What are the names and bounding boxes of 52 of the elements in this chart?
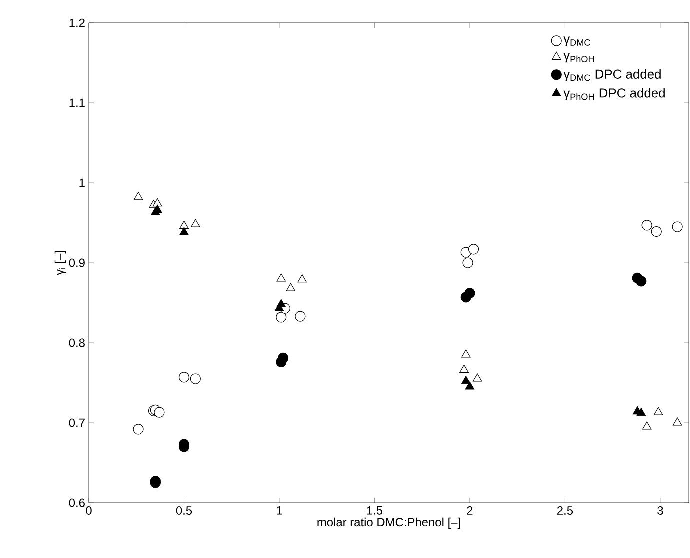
point xyxy=(190,374,201,384)
y-axis-title: γ$_{i}$ [–] xyxy=(54,251,66,276)
y-tick-label: 0.7 xyxy=(69,418,85,428)
point xyxy=(672,222,683,232)
point xyxy=(472,374,482,382)
point xyxy=(462,350,471,358)
x-tick-label: 2.5 xyxy=(557,506,573,515)
point xyxy=(178,372,190,383)
y-tick-label: 0.6 xyxy=(69,498,85,508)
point xyxy=(654,407,664,416)
y-tick-label: 0.8 xyxy=(69,338,85,348)
point xyxy=(152,198,162,207)
point xyxy=(133,424,144,435)
x-tick-label: 1 xyxy=(277,506,282,515)
point xyxy=(134,192,144,200)
point xyxy=(642,220,652,231)
point xyxy=(295,311,306,322)
legend-label: γ$_{DMC}$ DPC added xyxy=(564,69,661,82)
x-tick-label: 0 xyxy=(86,506,92,515)
point xyxy=(636,408,646,416)
x-tick-label: 1.5 xyxy=(367,506,383,515)
point xyxy=(298,274,307,283)
y-tick-label: 1 xyxy=(80,178,85,188)
point xyxy=(276,274,286,282)
point xyxy=(460,364,469,373)
point xyxy=(278,352,289,364)
point xyxy=(651,226,662,238)
y-tick-label: 1.2 xyxy=(70,18,85,28)
point xyxy=(180,227,189,236)
point xyxy=(462,376,471,384)
y-tick-label: 1.1 xyxy=(70,98,85,108)
point xyxy=(191,219,200,228)
point xyxy=(462,258,474,268)
legend-label: γ$_{DMC}$ xyxy=(564,36,590,46)
point xyxy=(180,220,189,229)
x-tick-label: 2 xyxy=(467,506,473,515)
x-tick-label: 3 xyxy=(658,506,664,515)
point xyxy=(636,276,647,287)
x-axis-title: molar ratio DMC:Phenol [–] xyxy=(318,518,460,529)
point xyxy=(465,382,475,390)
x-tick-label: 0.5 xyxy=(176,506,192,515)
point xyxy=(672,418,682,426)
y-tick-label: 0.9 xyxy=(69,258,85,268)
point xyxy=(276,312,287,323)
point xyxy=(276,299,286,308)
point xyxy=(154,407,165,418)
point xyxy=(642,422,652,430)
point xyxy=(464,288,476,299)
point xyxy=(468,244,480,255)
point xyxy=(286,283,296,292)
legend-label: γ$_{PhOH}$ DPC added xyxy=(564,88,665,100)
legend-label: γ$_{PhOH}$ xyxy=(564,53,594,63)
